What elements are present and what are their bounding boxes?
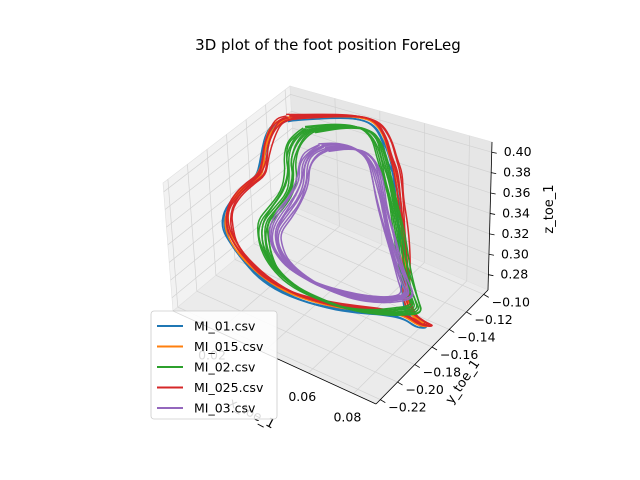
z-tick-label: 0.36 bbox=[503, 185, 531, 200]
x-tick-label: 0.06 bbox=[288, 389, 316, 404]
z-axis-line bbox=[487, 141, 493, 291]
series-line-MI_025.csv bbox=[231, 115, 433, 327]
y-tick-mark bbox=[397, 381, 403, 386]
z-tick-mark bbox=[488, 274, 494, 277]
y-gridline-vertical bbox=[187, 164, 198, 292]
series-line-MI_03.csv bbox=[277, 148, 413, 303]
y-gridline-vertical bbox=[167, 179, 179, 308]
y-tick-mark bbox=[380, 399, 386, 403]
y-gridline bbox=[215, 275, 415, 365]
legend-label: MI_025.csv bbox=[194, 380, 264, 395]
x-gridline bbox=[353, 280, 468, 394]
y-tick-label: −0.18 bbox=[423, 365, 461, 380]
z-tick-mark bbox=[491, 151, 497, 154]
z-tick-label: 0.40 bbox=[504, 144, 532, 159]
legend-label: MI_015.csv bbox=[194, 339, 264, 354]
series-line-MI_03.csv bbox=[280, 148, 414, 304]
y-tick-label: −0.10 bbox=[492, 294, 530, 309]
series-line-MI_03.csv bbox=[271, 144, 406, 299]
legend-label: MI_03.csv bbox=[194, 401, 256, 416]
series-line-MI_03.csv bbox=[276, 146, 409, 300]
z-tick-label: 0.28 bbox=[500, 267, 528, 282]
y-tick-mark bbox=[466, 311, 472, 316]
z-tick-mark bbox=[488, 253, 495, 256]
y-tick-label: −0.14 bbox=[457, 329, 495, 344]
legend-label: MI_02.csv bbox=[194, 360, 256, 375]
x-gridline-vertical bbox=[466, 135, 470, 281]
legend-label: MI_01.csv bbox=[194, 319, 256, 334]
series-line-MI_02.csv bbox=[258, 124, 413, 312]
z-axis-label: z_toe_1 bbox=[542, 184, 557, 233]
y-gridline bbox=[292, 211, 484, 295]
series-line-MI_02.csv bbox=[257, 123, 412, 311]
z-tick-mark bbox=[490, 192, 496, 195]
z-tick-mark bbox=[489, 233, 495, 236]
y-tick-mark bbox=[414, 364, 420, 368]
y-tick-label: −0.16 bbox=[440, 347, 478, 362]
z-tick-mark bbox=[489, 213, 496, 215]
z-tick-label: 0.34 bbox=[502, 205, 530, 220]
chart-title: 3D plot of the foot position ForeLeg bbox=[195, 36, 461, 54]
y-gridline-vertical bbox=[206, 149, 217, 276]
z-tick-label: 0.32 bbox=[502, 226, 530, 241]
series-line-MI_03.csv bbox=[275, 147, 410, 301]
x-tick-label: 0.08 bbox=[333, 410, 361, 425]
y-gridline bbox=[196, 290, 398, 383]
series-layer bbox=[221, 113, 433, 329]
legend-frame bbox=[150, 310, 278, 420]
y-tick-mark bbox=[449, 329, 455, 333]
z-tick-mark bbox=[491, 172, 497, 175]
x-gridline bbox=[262, 244, 383, 353]
legend: MI_01.csv MI_015.csv MI_02.csv MI_025.csv MI… bbox=[150, 310, 278, 420]
x-gridline-vertical bbox=[334, 98, 340, 227]
grid-lines bbox=[163, 89, 492, 400]
y-tick-label: −0.22 bbox=[388, 400, 426, 415]
y-tick-label: −0.20 bbox=[406, 382, 444, 397]
y-tick-label: −0.12 bbox=[474, 312, 512, 327]
y-gridline bbox=[273, 227, 467, 313]
z-tick-label: 0.30 bbox=[501, 246, 529, 261]
y-tick-mark bbox=[431, 346, 438, 351]
series-line-MI_03.csv bbox=[274, 145, 408, 299]
z-tick-label: 0.38 bbox=[503, 165, 531, 180]
y-tick-mark bbox=[483, 294, 489, 298]
